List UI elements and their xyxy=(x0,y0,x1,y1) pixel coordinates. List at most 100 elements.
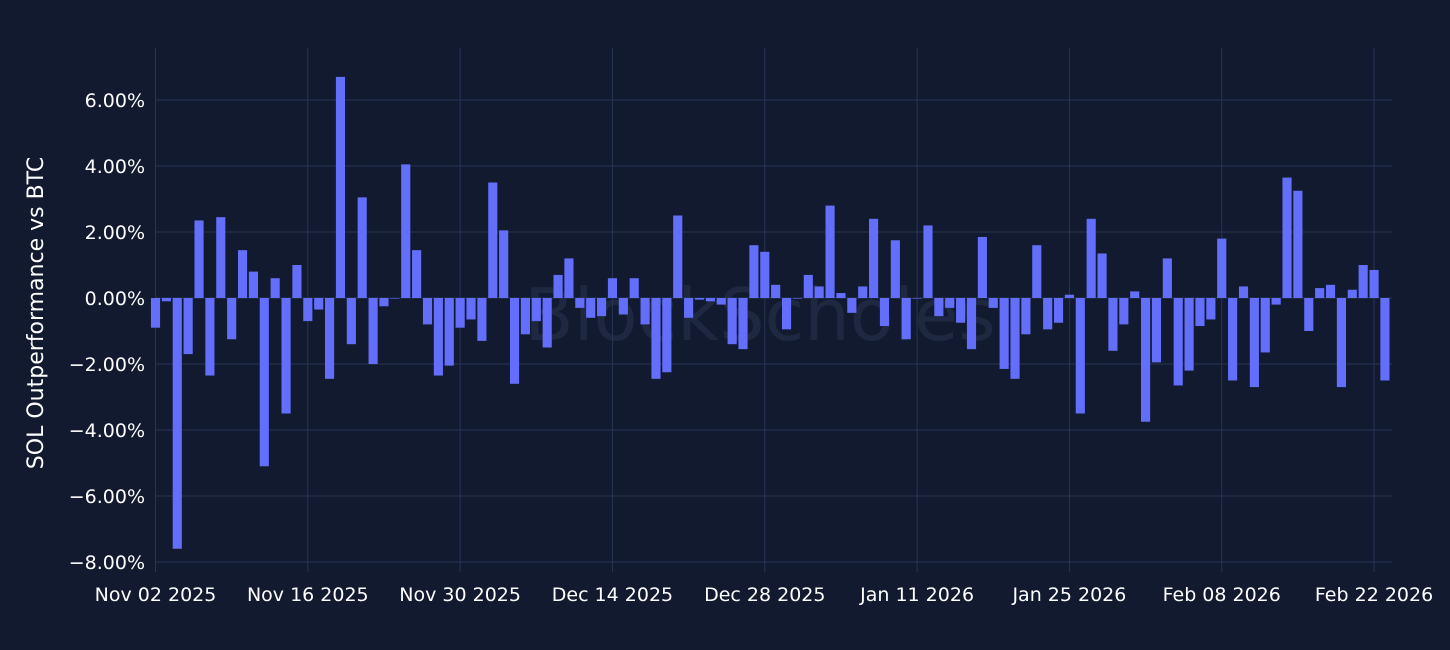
bar: 2025-12-04: 2.05% xyxy=(499,230,509,298)
bar: 2026-02-05: -2.20% xyxy=(1184,298,1194,371)
bar: 2025-12-30: -0.95% xyxy=(781,298,792,330)
bar: 2026-01-08: -0.85% xyxy=(879,298,890,327)
bar: 2026-02-19: -2.70% xyxy=(1336,298,1346,388)
bar: 2026-01-23: -0.95% xyxy=(1043,298,1053,330)
bar: 2026-02-22: 0.85% xyxy=(1369,269,1379,298)
bar: 2025-12-12: -0.60% xyxy=(586,298,596,318)
y-axis-ticks: 6.00% 4.00% 2.00% 0.00% −2.00% −4.00% −6.00% −8… xyxy=(69,90,145,574)
bar: 2026-02-08: 1.80% xyxy=(1217,238,1227,298)
bar: 2025-11-23: -0.25% xyxy=(379,298,389,307)
bar: 2025-11-30: -0.90% xyxy=(455,298,465,328)
bar: 2026-01-17: 1.85% xyxy=(977,236,987,298)
bar: 2025-12-07: -0.70% xyxy=(531,298,541,322)
bar: 2025-11-25: 4.05% xyxy=(401,164,411,298)
bar: 2026-02-12: -1.65% xyxy=(1260,298,1270,353)
bar: 2025-12-03: 3.50% xyxy=(488,182,498,298)
bar: 2026-01-21: -1.10% xyxy=(1021,298,1031,335)
bar: 2025-12-08: -1.50% xyxy=(542,298,552,348)
bar: 2026-01-25: 0.10% xyxy=(1064,294,1074,298)
bar: 2025-11-14: -3.50% xyxy=(281,298,291,414)
bar: 2025-12-17: -0.80% xyxy=(640,298,650,325)
bar: 2025-12-13: -0.55% xyxy=(597,298,607,317)
bar: 2026-02-09: -2.50% xyxy=(1228,298,1238,381)
bar: 2026-01-14: -0.30% xyxy=(945,298,955,308)
bar: 2026-01-02: 0.35% xyxy=(814,286,824,298)
bar: 2026-01-18: -0.30% xyxy=(988,298,998,308)
bar: 2026-01-07: 2.40% xyxy=(869,218,879,298)
bar: 2025-12-05: -2.60% xyxy=(509,298,520,384)
x-tick-label: Nov 02 2025 xyxy=(95,584,217,606)
bar: 2026-01-13: -0.55% xyxy=(934,298,944,317)
bar: 2025-12-11: -0.30% xyxy=(575,298,585,308)
bar: 2026-01-15: -0.75% xyxy=(956,298,966,323)
bar: 2026-02-21: 1.00% xyxy=(1358,265,1368,298)
x-tick-label: Jan 25 2026 xyxy=(1011,584,1126,606)
bar: 2025-12-23: -0.10% xyxy=(705,298,715,302)
bar: 2026-02-04: -2.65% xyxy=(1173,298,1183,386)
bar: 2025-11-28: -2.35% xyxy=(433,298,443,376)
bar: 2025-12-01: -0.65% xyxy=(466,298,476,320)
bar: 2026-02-17: 0.30% xyxy=(1315,288,1325,298)
bar: 2025-11-02: -0.90% xyxy=(150,298,161,328)
bar: 2025-12-21: -0.60% xyxy=(684,298,694,318)
bar: 2026-01-06: 0.35% xyxy=(858,286,868,298)
bar: 2025-11-29: -2.05% xyxy=(444,298,454,366)
bar: 2026-01-24: -0.75% xyxy=(1053,298,1064,323)
bar: 2026-01-29: -1.60% xyxy=(1108,298,1118,351)
bar: 2026-01-31: 0.20% xyxy=(1130,291,1140,298)
bar: 2026-02-01: -3.75% xyxy=(1141,298,1151,422)
bar: 2025-12-19: -2.25% xyxy=(662,298,672,373)
y-tick-label: 0.00% xyxy=(85,288,145,310)
bar: 2026-02-14: 3.65% xyxy=(1282,177,1292,298)
y-tick-label: −6.00% xyxy=(69,486,145,508)
bars: 2025-11-02: -0.90%2025-11-03: -0.10%2025… xyxy=(150,76,1390,549)
bar: 2025-12-22: -0.05% xyxy=(694,298,705,300)
bar: 2025-11-27: -0.80% xyxy=(422,298,433,325)
bar: 2025-11-22: -2.00% xyxy=(368,298,378,364)
bar: 2026-02-10: 0.35% xyxy=(1238,286,1249,298)
bar: 2025-12-31: 0.00% xyxy=(792,298,802,299)
bar: 2025-12-15: -0.50% xyxy=(618,298,628,315)
bar: 2025-11-26: 1.45% xyxy=(412,250,422,298)
y-axis-title: SOL Outperformance vs BTC xyxy=(24,157,49,469)
bar: 2026-02-15: 3.25% xyxy=(1293,190,1303,298)
bar: 2025-12-02: -1.30% xyxy=(477,298,487,341)
bar: 2026-01-16: -1.55% xyxy=(966,298,977,350)
bar: 2026-02-02: -1.95% xyxy=(1151,298,1162,363)
bar: 2026-01-11: 0.00% xyxy=(912,298,922,299)
bar: 2026-01-28: 1.35% xyxy=(1097,253,1107,298)
bar: 2026-01-01: 0.70% xyxy=(803,274,813,298)
bar: 2025-12-16: 0.60% xyxy=(629,278,639,298)
bar: 2026-02-07: -0.65% xyxy=(1206,298,1216,320)
bar: 2025-11-05: -1.70% xyxy=(183,298,193,355)
bar: 2025-11-08: 2.45% xyxy=(216,217,226,298)
bar: 2026-02-11: -2.70% xyxy=(1249,298,1259,388)
bar: 2025-12-09: 0.70% xyxy=(553,274,563,298)
y-tick-label: −8.00% xyxy=(69,552,145,574)
x-axis-ticks: Nov 02 2025 Nov 16 2025 Nov 30 2025 Dec 14 … xyxy=(95,584,1434,606)
bar: 2025-11-20: -1.40% xyxy=(346,298,356,345)
bar: 2025-11-04: -7.60% xyxy=(172,298,182,549)
bar: 2026-02-16: -1.00% xyxy=(1304,298,1314,331)
bar: 2025-12-06: -1.10% xyxy=(520,298,530,335)
y-tick-label: −4.00% xyxy=(69,420,145,442)
x-tick-label: Jan 11 2026 xyxy=(859,584,974,606)
bar: 2025-11-11: 0.80% xyxy=(248,271,258,298)
bar: 2025-11-12: -5.10% xyxy=(259,298,269,467)
bar: 2026-02-03: 1.20% xyxy=(1162,258,1172,298)
bar: 2026-02-13: -0.20% xyxy=(1271,298,1281,305)
bar: 2026-01-12: 2.20% xyxy=(923,225,933,298)
bar: 2025-11-09: -1.25% xyxy=(227,298,237,340)
x-tick-label: Dec 14 2025 xyxy=(552,584,673,606)
bar: 2025-11-06: 2.35% xyxy=(194,220,204,298)
bar: 2026-01-19: -2.15% xyxy=(999,298,1009,369)
bar: 2026-02-06: -0.85% xyxy=(1195,298,1205,327)
x-tick-label: Feb 22 2026 xyxy=(1315,584,1433,606)
bar: 2025-12-18: -2.45% xyxy=(651,298,661,379)
x-tick-label: Nov 30 2025 xyxy=(399,584,521,606)
bar: 2025-11-21: 3.05% xyxy=(357,197,367,298)
bar: 2025-12-29: 0.40% xyxy=(771,284,781,298)
y-tick-label: −2.00% xyxy=(69,354,145,376)
bar: 2026-01-26: -3.50% xyxy=(1075,298,1085,414)
